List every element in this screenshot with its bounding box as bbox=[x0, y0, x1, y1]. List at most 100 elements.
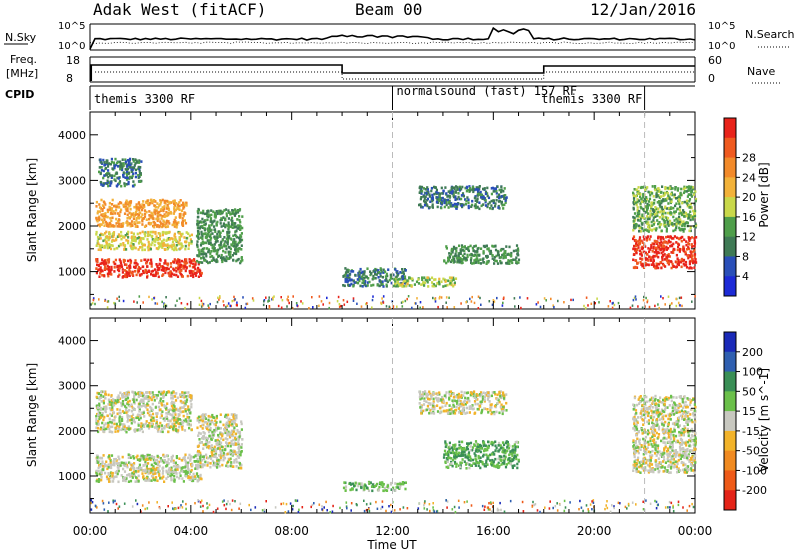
data-cell bbox=[235, 460, 238, 464]
data-cell bbox=[111, 406, 114, 409]
data-cell bbox=[202, 250, 205, 254]
data-cell bbox=[466, 253, 469, 257]
data-cell bbox=[162, 469, 165, 473]
data-cell bbox=[122, 222, 125, 225]
data-cell bbox=[99, 416, 102, 419]
data-cell bbox=[649, 259, 652, 262]
data-cell bbox=[102, 418, 105, 422]
data-cell bbox=[124, 391, 127, 395]
data-cell bbox=[175, 202, 178, 205]
data-cell bbox=[646, 299, 649, 302]
data-cell bbox=[478, 207, 481, 211]
data-cell bbox=[450, 283, 453, 287]
data-cell bbox=[195, 234, 199, 238]
data-cell bbox=[132, 212, 135, 215]
data-cell bbox=[684, 260, 688, 264]
data-cell bbox=[160, 412, 163, 416]
data-cell bbox=[228, 225, 231, 228]
data-cell bbox=[661, 199, 664, 203]
data-cell bbox=[191, 463, 194, 467]
data-cell bbox=[686, 248, 689, 251]
data-cell bbox=[206, 461, 210, 465]
data-cell bbox=[142, 404, 145, 407]
data-cell bbox=[194, 274, 198, 277]
data-cell bbox=[230, 216, 234, 220]
data-cell bbox=[452, 284, 455, 288]
data-cell bbox=[401, 275, 404, 278]
data-cell bbox=[348, 273, 351, 277]
data-cell bbox=[200, 221, 203, 224]
data-cell bbox=[172, 416, 175, 419]
data-cell bbox=[647, 230, 650, 233]
data-cell bbox=[449, 191, 452, 194]
data-cell bbox=[129, 456, 132, 459]
data-cell bbox=[375, 268, 378, 272]
data-cell bbox=[652, 255, 655, 259]
data-cell bbox=[113, 458, 116, 461]
data-cell bbox=[134, 480, 137, 483]
data-cell bbox=[689, 215, 692, 219]
data-cell bbox=[175, 239, 178, 242]
data-cell bbox=[501, 253, 504, 257]
data-cell bbox=[137, 269, 141, 273]
data-cell bbox=[473, 259, 476, 262]
data-cell bbox=[224, 240, 227, 243]
data-cell bbox=[651, 228, 654, 232]
data-cell bbox=[161, 198, 164, 202]
data-cell bbox=[100, 414, 104, 417]
data-cell bbox=[182, 201, 185, 205]
data-cell bbox=[161, 246, 164, 249]
data-cell bbox=[143, 248, 146, 252]
data-cell bbox=[197, 211, 200, 215]
data-cell bbox=[491, 186, 494, 190]
data-cell bbox=[663, 199, 666, 202]
data-cell bbox=[194, 260, 197, 264]
data-cell bbox=[108, 457, 111, 460]
data-cell bbox=[133, 221, 136, 224]
data-cell bbox=[393, 284, 396, 288]
data-cell bbox=[127, 271, 130, 275]
data-cell bbox=[151, 402, 154, 406]
data-cell bbox=[311, 296, 313, 299]
data-cell bbox=[180, 424, 183, 427]
data-cell bbox=[155, 471, 158, 475]
data-cell bbox=[473, 245, 476, 248]
data-cell bbox=[167, 458, 170, 461]
data-cell bbox=[132, 418, 135, 421]
data-cell bbox=[225, 214, 228, 218]
data-cell bbox=[165, 214, 169, 218]
data-cell bbox=[109, 476, 112, 480]
data-cell bbox=[185, 261, 188, 265]
data-cell bbox=[511, 261, 514, 265]
data-cell bbox=[671, 193, 674, 197]
data-cell bbox=[186, 465, 189, 468]
data-cell bbox=[219, 256, 223, 259]
data-cell bbox=[374, 276, 377, 280]
data-cell bbox=[207, 215, 210, 219]
data-cell bbox=[181, 245, 184, 248]
data-cell bbox=[117, 202, 120, 206]
data-cell bbox=[691, 254, 694, 257]
data-cell bbox=[463, 256, 466, 260]
data-cell bbox=[237, 241, 240, 245]
data-cell bbox=[130, 415, 133, 418]
data-cell bbox=[102, 239, 105, 243]
data-cell bbox=[112, 232, 115, 235]
data-cell bbox=[235, 243, 238, 246]
data-cell bbox=[120, 230, 123, 234]
data-cell bbox=[632, 194, 635, 197]
data-cell bbox=[632, 247, 635, 251]
data-cell bbox=[350, 282, 353, 286]
data-cell bbox=[280, 296, 282, 299]
data-cell bbox=[172, 464, 176, 468]
nave-tick-hi: 60 bbox=[708, 54, 722, 67]
data-cell bbox=[104, 182, 107, 185]
data-cell bbox=[494, 205, 497, 208]
data-cell bbox=[119, 210, 122, 214]
colorbar-swatch bbox=[724, 236, 736, 257]
data-cell bbox=[235, 225, 238, 228]
data-cell bbox=[694, 258, 697, 261]
data-cell bbox=[487, 261, 490, 264]
data-cell bbox=[234, 245, 237, 249]
data-cell bbox=[125, 430, 128, 434]
